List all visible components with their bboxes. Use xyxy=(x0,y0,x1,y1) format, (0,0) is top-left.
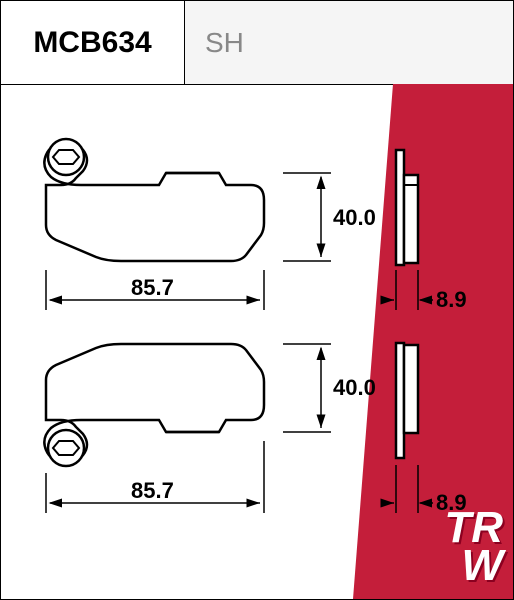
part-number-box: MCB634 xyxy=(0,0,185,85)
bottom-thickness-label: 8.9 xyxy=(436,490,467,515)
top-pad-side xyxy=(396,150,418,265)
top-width-label: 85.7 xyxy=(131,275,174,300)
bottom-pad-side xyxy=(396,343,418,458)
product-code: SH xyxy=(205,27,244,59)
bottom-pad-front xyxy=(44,344,264,466)
header-bar: MCB634 SH xyxy=(0,0,514,85)
top-height-dim xyxy=(283,173,331,261)
top-height-label: 40.0 xyxy=(333,205,376,230)
bottom-width-label: 85.7 xyxy=(131,478,174,503)
part-number: MCB634 xyxy=(33,26,151,60)
top-pad-front xyxy=(44,139,264,261)
bottom-height-label: 40.0 xyxy=(333,375,376,400)
code-box: SH xyxy=(185,0,514,85)
technical-drawing: 40.0 85.7 8.9 xyxy=(1,85,514,600)
top-thickness-label: 8.9 xyxy=(436,287,467,312)
diagram-area: TR W xyxy=(0,85,514,600)
bottom-height-dim xyxy=(283,344,331,432)
bottom-thickness-dim xyxy=(381,465,433,513)
top-thickness-dim xyxy=(381,270,433,310)
